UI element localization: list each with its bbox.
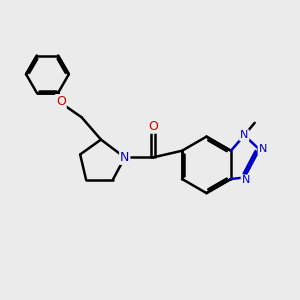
Text: N: N bbox=[242, 176, 250, 185]
Text: O: O bbox=[148, 120, 158, 133]
Text: O: O bbox=[56, 95, 66, 108]
Text: N: N bbox=[259, 144, 267, 154]
Text: N: N bbox=[240, 130, 248, 140]
Text: N: N bbox=[120, 151, 129, 164]
